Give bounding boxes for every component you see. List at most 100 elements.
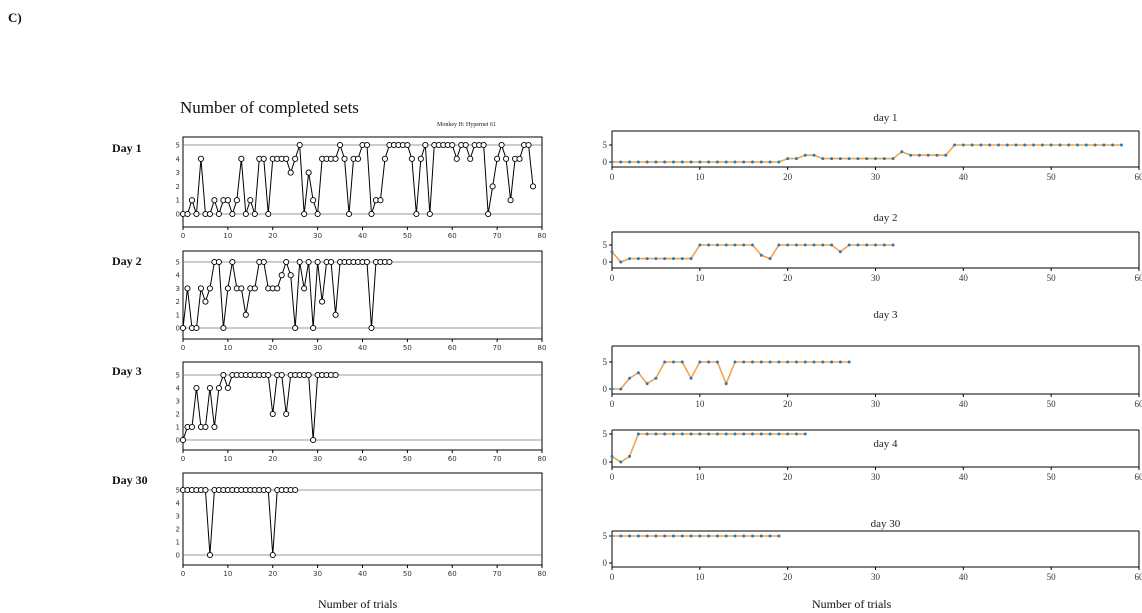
right-x-tick-label: 20 (783, 572, 793, 582)
data-point (301, 210, 308, 218)
data-point (265, 371, 272, 379)
data-point (751, 243, 755, 247)
left-y-tick-label: 0 (176, 325, 180, 333)
data-point (742, 243, 746, 247)
data-point (961, 143, 965, 147)
data-point (628, 534, 632, 538)
left-x-tick-label: 70 (493, 455, 502, 463)
data-point (1032, 143, 1036, 147)
data-point (838, 157, 842, 161)
right-x-tick-label: 50 (1047, 572, 1057, 582)
left-x-tick-label: 50 (403, 455, 412, 463)
right-x-tick-label: 30 (871, 273, 881, 283)
right-y-tick-label: 5 (603, 140, 608, 150)
data-point (636, 534, 640, 538)
data-point (242, 311, 249, 318)
right-x-tick-label: 60 (1135, 273, 1142, 283)
data-point (215, 384, 222, 392)
left-x-tick-label: 60 (448, 344, 457, 352)
data-point (1005, 143, 1009, 147)
data-point (628, 160, 632, 164)
data-point (215, 210, 222, 218)
data-point (882, 157, 886, 161)
left-y-tick-label: 3 (176, 513, 180, 521)
data-point (680, 432, 684, 436)
data-point (724, 382, 728, 386)
data-point (751, 360, 755, 364)
data-point (891, 157, 895, 161)
data-point (926, 153, 930, 157)
data-point (628, 376, 632, 380)
data-point (830, 243, 834, 247)
left-y-tick-label: 4 (176, 385, 181, 393)
data-point (874, 157, 877, 161)
data-point (698, 534, 702, 538)
data-point (636, 257, 640, 261)
left-y-tick-label: 1 (176, 197, 180, 205)
left-x-tick-label: 30 (313, 455, 322, 463)
data-point (680, 360, 684, 364)
data-point (206, 210, 213, 218)
data-point (838, 360, 842, 364)
data-point (301, 285, 308, 292)
data-point (337, 141, 344, 149)
day-label-2: Day 2 (112, 254, 142, 268)
right-x-tick-label: 30 (871, 572, 881, 582)
data-point (328, 258, 335, 266)
data-point (715, 243, 719, 247)
monkey-label: Monkey H: Hypernet 61 (437, 122, 496, 128)
left-x-tick-label: 30 (313, 344, 322, 352)
data-point (777, 534, 781, 538)
data-point (715, 160, 719, 164)
data-point (663, 257, 667, 261)
data-point (269, 410, 276, 418)
data-point (847, 157, 851, 161)
data-point (689, 376, 693, 380)
data-point (1058, 143, 1062, 147)
data-point (184, 285, 191, 292)
data-point (1119, 143, 1123, 147)
data-point (274, 285, 281, 292)
data-point (856, 157, 860, 161)
data-point (944, 153, 948, 157)
data-point (794, 360, 798, 364)
data-point (525, 141, 532, 149)
left-x-tick-label: 40 (358, 232, 367, 240)
right-x-tick-label: 10 (695, 273, 705, 283)
data-point (786, 360, 790, 364)
data-point (724, 432, 728, 436)
data-point (1093, 143, 1097, 147)
data-point (197, 155, 204, 162)
data-point (283, 410, 290, 418)
data-point (821, 243, 825, 247)
data-point (619, 460, 623, 464)
data-point (215, 258, 222, 266)
data-point (733, 432, 737, 436)
right-x-tick-label: 10 (695, 172, 705, 182)
right-x-tick-label: 40 (959, 399, 969, 409)
data-point (654, 160, 658, 164)
left-x-tick-label: 70 (493, 232, 502, 240)
data-point (707, 534, 711, 538)
data-point (314, 258, 321, 266)
right-chart-title-0: day 1 (873, 112, 897, 124)
left-x-tick-label: 80 (538, 232, 547, 240)
data-point (332, 371, 339, 379)
data-point (1023, 143, 1027, 147)
data-point (206, 384, 213, 392)
data-point (751, 160, 755, 164)
left-x-tick-label: 0 (181, 232, 185, 240)
left-series-line-1 (182, 260, 390, 329)
left-plot-frame-3 (182, 472, 543, 566)
data-point (759, 253, 763, 257)
data-point (449, 141, 456, 149)
data-point (332, 155, 339, 162)
data-point (636, 371, 640, 375)
left-y-tick-label: 5 (176, 487, 180, 495)
data-point (229, 210, 236, 218)
left-x-tick-label: 0 (181, 570, 185, 578)
data-point (386, 258, 393, 266)
data-point (654, 376, 658, 380)
left-x-tick-label: 80 (538, 344, 547, 352)
data-point (507, 197, 514, 204)
